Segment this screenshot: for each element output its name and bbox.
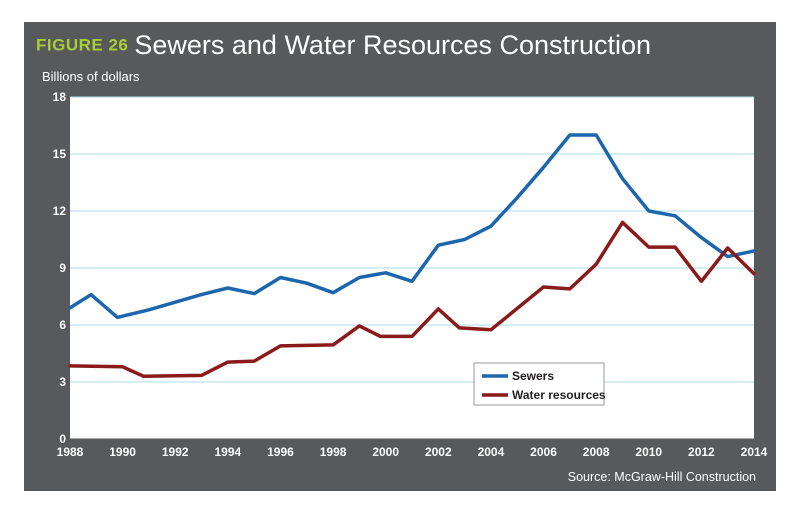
x-tick-label: 2012 xyxy=(688,445,715,459)
y-tick-label: 0 xyxy=(59,432,66,446)
legend: Sewers Water resources xyxy=(473,362,606,406)
x-tick-label: 1988 xyxy=(57,445,84,459)
y-axis-label: Billions of dollars xyxy=(42,69,140,84)
figure-title: FIGURE 26 Sewers and Water Resources Cons… xyxy=(36,30,651,64)
x-tick-label: 2004 xyxy=(478,445,505,459)
y-tick-label: 3 xyxy=(59,375,66,389)
x-tick-label: 2008 xyxy=(583,445,610,459)
x-tick-label: 1992 xyxy=(162,445,189,459)
x-tick-label: 2006 xyxy=(530,445,557,459)
x-tick-label: 1996 xyxy=(267,445,294,459)
x-tick-label: 2002 xyxy=(425,445,452,459)
x-tick-label: 2000 xyxy=(372,445,399,459)
y-tick-label: 15 xyxy=(53,147,67,161)
legend-box xyxy=(473,362,605,406)
y-tick-label: 12 xyxy=(53,204,67,218)
legend-label-sewers: Sewers xyxy=(512,369,554,383)
x-tick-label: 1994 xyxy=(214,445,241,459)
chart-title: Sewers and Water Resources Construction xyxy=(134,30,652,60)
figure-label: FIGURE 26 xyxy=(36,35,129,55)
y-axis-ticks: 0 3 6 9 12 15 18 xyxy=(53,90,67,446)
x-tick-label: 1990 xyxy=(109,445,136,459)
series-lines xyxy=(68,133,756,379)
x-axis-ticks: 1988 1990 1992 1994 1996 1998 2000 2002 2004 2006… xyxy=(57,445,768,459)
y-tick-label: 9 xyxy=(59,261,66,275)
x-tick-label: 2010 xyxy=(635,445,662,459)
legend-label-water: Water resources xyxy=(512,388,606,402)
y-tick-label: 6 xyxy=(59,318,66,332)
x-tick-label: 2014 xyxy=(741,445,768,459)
gridlines xyxy=(70,96,754,440)
x-tick-label: 1998 xyxy=(320,445,347,459)
source-note: Source: McGraw-Hill Construction xyxy=(567,470,756,484)
y-tick-label: 18 xyxy=(53,90,67,104)
